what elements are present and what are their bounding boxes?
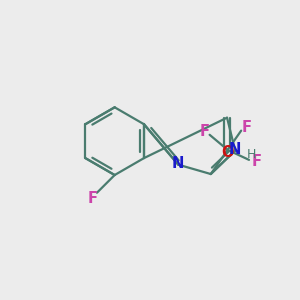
Text: H: H bbox=[247, 148, 256, 160]
Text: F: F bbox=[251, 154, 261, 169]
Text: F: F bbox=[242, 120, 251, 135]
Text: F: F bbox=[199, 124, 209, 139]
Text: N: N bbox=[228, 142, 241, 157]
Text: O: O bbox=[221, 145, 233, 160]
Text: F: F bbox=[88, 190, 98, 206]
Text: N: N bbox=[172, 156, 184, 171]
